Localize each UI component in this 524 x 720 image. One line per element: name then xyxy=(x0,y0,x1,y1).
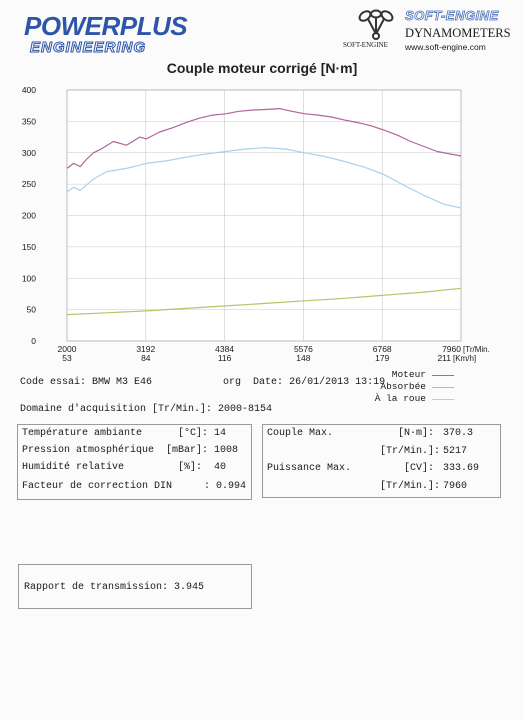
series-line-1 xyxy=(66,287,462,316)
x2-tick-label: 84 xyxy=(141,353,151,363)
condition-unit: [°C]: xyxy=(178,428,209,439)
vendor-title: DYNAMOMETERS xyxy=(405,26,511,40)
transmission-line: Rapport de transmission: 3.945 xyxy=(24,582,204,593)
condition-value: 14 xyxy=(214,428,227,439)
condition-label: Température ambiante xyxy=(22,428,143,439)
chart-title: Couple moteur corrigé [N·m] xyxy=(166,60,358,76)
couple-max-value: 370.3 xyxy=(443,428,474,439)
y-tick-label: 50 xyxy=(27,305,37,315)
x2-tick-label: 211 xyxy=(437,353,451,363)
soft-engine-logo: SOFT-ENGINE SOFT-ENGINE DYNAMOMETERS www… xyxy=(343,8,515,56)
x-axis-unit-label: [Tr/Min. xyxy=(463,345,490,354)
legend-roue: À la roue xyxy=(374,393,426,404)
x2-tick-label: 116 xyxy=(218,353,232,363)
x-tick-label: 7960 xyxy=(442,344,461,354)
y-axis-ticks: 0 50 100 150 200 250 300 350 400 xyxy=(22,85,36,346)
couple-max-unit: [N·m]: xyxy=(398,428,435,439)
y-tick-label: 300 xyxy=(22,148,36,158)
x2-tick-label: 179 xyxy=(375,353,389,363)
conditions-box xyxy=(17,424,252,500)
series-line-0 xyxy=(66,107,462,169)
condition-unit: [%]: xyxy=(178,462,203,473)
code-essai-label: Code essai: xyxy=(20,377,87,388)
transmission-label: Rapport de transmission: xyxy=(24,582,169,593)
y-tick-label: 100 xyxy=(22,273,36,283)
legend-roue-swatch xyxy=(432,399,454,400)
condition-label: Pression atmosphérique xyxy=(22,445,155,456)
x-tick-label: 6768 xyxy=(373,344,392,354)
legend-moteur-swatch xyxy=(432,375,454,376)
transmission-box xyxy=(18,564,252,609)
condition-value: 0.994 xyxy=(216,481,247,492)
x-tick-label: 2000 xyxy=(58,344,77,354)
domaine-value: 2000-8154 xyxy=(218,404,273,415)
condition-value: 1008 xyxy=(214,445,239,456)
y-tick-label: 350 xyxy=(22,116,36,126)
date-value: 26/01/2013 13:19 xyxy=(289,377,386,388)
puissance-rpm-unit: [Tr/Min.]: xyxy=(380,481,441,492)
y-tick-label: 0 xyxy=(31,336,36,346)
code-essai-value: BMW M3 E46 xyxy=(92,377,153,388)
couple-max-label: Couple Max. xyxy=(267,428,334,439)
chart-series xyxy=(66,107,462,316)
legend-absorbee: Absorbée xyxy=(380,381,426,392)
couple-rpm-value: 5217 xyxy=(443,446,468,457)
condition-label: Humidité relative xyxy=(22,462,125,473)
puissance-rpm-value: 7960 xyxy=(443,481,468,492)
puissance-max-unit: [CV]: xyxy=(404,463,435,474)
org-date-line: org Date: 26/01/2013 13:19 xyxy=(223,377,385,388)
vendor-logo-text: SOFT-ENGINE xyxy=(405,8,499,24)
org-label: org xyxy=(223,377,242,388)
domaine-line: Domaine d'acquisition [Tr/Min.]: 2000-81… xyxy=(20,404,272,415)
results-box xyxy=(262,424,501,498)
x2-tick-label: 53 xyxy=(62,353,72,363)
pistons-icon xyxy=(358,9,394,40)
domaine-label: Domaine d'acquisition [Tr/Min.]: xyxy=(20,404,213,415)
x2-axis-unit-label: [Km/h] xyxy=(453,354,476,363)
condition-value: 40 xyxy=(214,462,227,473)
x-tick-label: 4384 xyxy=(215,344,234,354)
puissance-max-value: 333.69 xyxy=(443,463,480,474)
legend-absorbee-swatch xyxy=(432,387,454,388)
y-tick-label: 200 xyxy=(22,211,36,221)
date-label: Date: xyxy=(253,377,284,388)
puissance-max-label: Puissance Max. xyxy=(267,463,352,474)
x-tick-label: 5576 xyxy=(294,344,313,354)
y-tick-label: 400 xyxy=(22,85,36,95)
legend-moteur: Moteur xyxy=(391,369,426,380)
code-essai-line: Code essai: BMW M3 E46 xyxy=(20,377,152,388)
condition-label: Facteur de correction DIN xyxy=(22,481,173,492)
vendor-small-label: SOFT-ENGINE xyxy=(343,41,388,49)
couple-rpm-unit: [Tr/Min.]: xyxy=(380,446,441,457)
y-tick-label: 250 xyxy=(22,179,36,189)
y-tick-label: 150 xyxy=(22,242,36,252)
x2-tick-label: 148 xyxy=(296,353,310,363)
transmission-value: 3.945 xyxy=(174,582,205,593)
condition-unit: : xyxy=(204,481,211,492)
x-tick-label: 3192 xyxy=(136,344,155,354)
logo-brand-sub: ENGINEERING xyxy=(30,39,147,56)
vendor-url: www.soft-engine.com xyxy=(405,42,486,52)
condition-unit: [mBar]: xyxy=(166,445,209,456)
chart-grid xyxy=(66,89,462,342)
series-line-2 xyxy=(66,147,462,209)
